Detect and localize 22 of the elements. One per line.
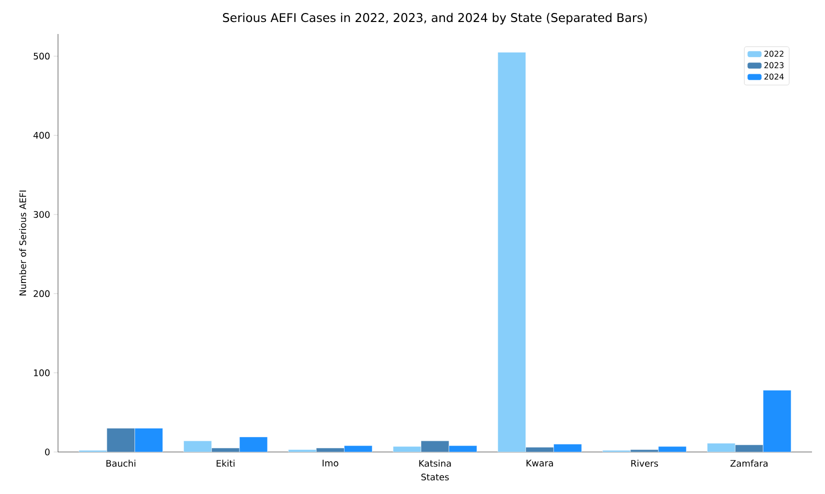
y-tick-label: 100: [34, 369, 50, 376]
y-tick-label: 200: [34, 290, 50, 298]
y-axis-title: Number of Serious AEFI: [19, 190, 26, 296]
bar: [498, 52, 526, 452]
chart-title: Serious AEFI Cases in 2022, 2023, and 2024 by State (Separated Bars): [222, 12, 647, 24]
x-tick-label: Zamfara: [730, 460, 768, 467]
y-tick-label: 300: [34, 211, 50, 218]
x-tick-label: Kwara: [526, 460, 553, 466]
x-tick-label: Rivers: [631, 460, 658, 467]
legend-label: 2024: [764, 74, 784, 80]
x-tick-label: Imo: [322, 460, 338, 466]
bar: [707, 443, 736, 452]
legend-label: 2023: [764, 62, 784, 68]
x-tick-label: Bauchi: [106, 460, 136, 467]
x-axis-title: States: [421, 474, 449, 480]
x-tick-label: Katsina: [419, 460, 451, 467]
legend-label: 2022: [764, 50, 784, 57]
x-tick-label: Ekiti: [216, 460, 234, 467]
y-tick-label: 0: [45, 448, 50, 456]
y-tick-label: 400: [33, 132, 50, 139]
bar: [184, 440, 212, 452]
y-tick-label: 500: [34, 52, 50, 60]
